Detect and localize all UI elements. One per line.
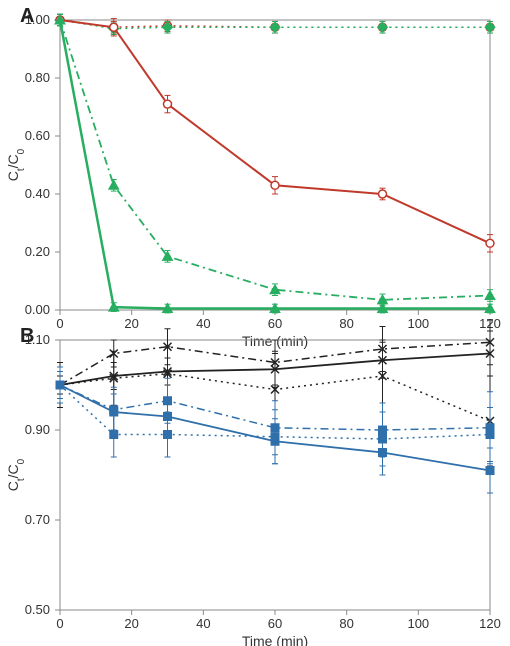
svg-text:Ct/C0: Ct/C0 [5,458,27,491]
svg-text:0.70: 0.70 [25,512,50,527]
svg-text:100: 100 [407,316,429,331]
svg-text:0.80: 0.80 [25,70,50,85]
svg-text:40: 40 [196,316,210,331]
svg-text:Ct/C0: Ct/C0 [5,148,27,181]
svg-text:120: 120 [479,616,501,631]
svg-text:0.20: 0.20 [25,244,50,259]
svg-text:0.40: 0.40 [25,186,50,201]
svg-text:20: 20 [124,316,138,331]
svg-text:0.00: 0.00 [25,302,50,317]
svg-text:60: 60 [268,616,282,631]
svg-text:0.90: 0.90 [25,422,50,437]
svg-text:0.60: 0.60 [25,128,50,143]
svg-text:80: 80 [339,616,353,631]
svg-text:A: A [20,5,34,27]
svg-text:60: 60 [268,316,282,331]
svg-text:0: 0 [56,316,63,331]
svg-text:0: 0 [56,616,63,631]
svg-text:B: B [20,325,34,347]
figure-wrap: { "figure":{ "width":510,"height":646,"b… [0,0,510,646]
figure-svg: 0204060801001200.000.200.400.600.801.00T… [0,0,510,646]
svg-text:0.50: 0.50 [25,602,50,617]
svg-text:40: 40 [196,616,210,631]
svg-text:Time (min): Time (min) [242,633,308,646]
svg-text:100: 100 [407,616,429,631]
svg-text:80: 80 [339,316,353,331]
svg-text:20: 20 [124,616,138,631]
